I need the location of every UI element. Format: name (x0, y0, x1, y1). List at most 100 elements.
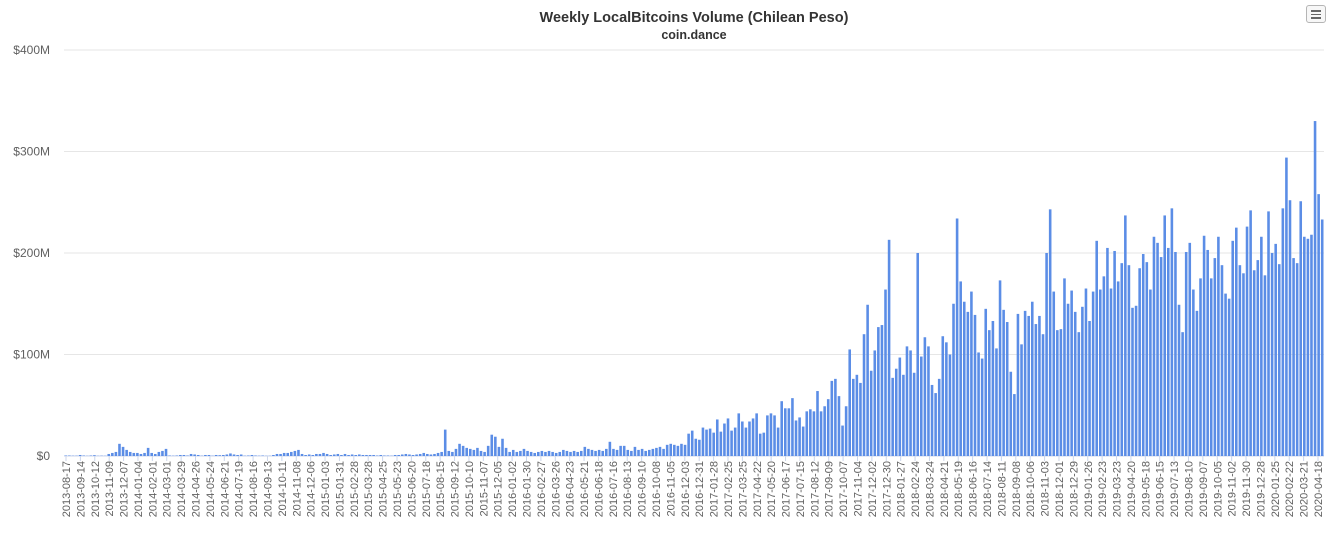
bar[interactable] (662, 449, 665, 456)
bar[interactable] (1063, 278, 1066, 456)
bar[interactable] (1310, 235, 1313, 456)
bar[interactable] (1239, 265, 1242, 456)
bar[interactable] (440, 452, 443, 456)
bar[interactable] (945, 342, 948, 456)
bar[interactable] (376, 455, 379, 456)
bar[interactable] (430, 454, 433, 456)
bar[interactable] (215, 455, 218, 456)
bar[interactable] (308, 454, 311, 456)
bar[interactable] (1217, 237, 1220, 456)
bar[interactable] (805, 411, 808, 456)
bar[interactable] (1274, 244, 1277, 456)
bar[interactable] (358, 454, 361, 456)
bar[interactable] (977, 352, 980, 456)
bar[interactable] (168, 455, 171, 456)
bar[interactable] (1292, 258, 1295, 456)
bar[interactable] (193, 454, 196, 456)
bar[interactable] (827, 399, 830, 456)
bar[interactable] (337, 454, 340, 456)
bar[interactable] (204, 455, 207, 456)
bar[interactable] (251, 455, 254, 456)
bar[interactable] (752, 418, 755, 456)
bar[interactable] (931, 385, 934, 456)
bar[interactable] (1174, 252, 1177, 456)
bar[interactable] (1035, 324, 1038, 456)
bar[interactable] (1045, 253, 1048, 456)
bar[interactable] (1060, 329, 1063, 456)
bar[interactable] (1146, 262, 1149, 456)
bar[interactable] (372, 455, 375, 456)
bar[interactable] (315, 454, 318, 456)
bar[interactable] (877, 327, 880, 456)
bar[interactable] (186, 455, 189, 456)
bar[interactable] (347, 455, 350, 456)
bar[interactable] (240, 454, 243, 456)
bar[interactable] (161, 451, 164, 456)
bar[interactable] (233, 454, 236, 456)
bar[interactable] (1070, 291, 1073, 456)
bar[interactable] (941, 336, 944, 456)
bar[interactable] (741, 421, 744, 456)
bar[interactable] (1038, 316, 1041, 456)
bar[interactable] (1103, 276, 1106, 456)
bar[interactable] (755, 413, 758, 456)
bar[interactable] (1142, 254, 1145, 456)
bar[interactable] (283, 453, 286, 456)
bar[interactable] (598, 450, 601, 456)
bar[interactable] (1203, 236, 1206, 456)
bar[interactable] (1249, 210, 1252, 456)
bar[interactable] (995, 348, 998, 456)
bar[interactable] (591, 450, 594, 456)
bar[interactable] (770, 413, 773, 456)
bar[interactable] (1013, 394, 1016, 456)
bar[interactable] (870, 371, 873, 456)
bar[interactable] (1002, 310, 1005, 456)
bar[interactable] (702, 428, 705, 456)
bar[interactable] (1210, 278, 1213, 456)
bar[interactable] (652, 449, 655, 456)
bar[interactable] (1049, 209, 1052, 456)
bar[interactable] (544, 452, 547, 456)
bar[interactable] (680, 444, 683, 456)
bar[interactable] (129, 452, 132, 456)
bar[interactable] (140, 454, 143, 456)
bar[interactable] (1178, 305, 1181, 456)
bar[interactable] (1149, 290, 1152, 456)
bar[interactable] (286, 453, 289, 456)
bar[interactable] (458, 444, 461, 456)
bar[interactable] (483, 452, 486, 456)
bar[interactable] (773, 415, 776, 456)
bar[interactable] (115, 452, 118, 456)
bar[interactable] (809, 409, 812, 456)
bar[interactable] (93, 455, 96, 456)
bar[interactable] (498, 447, 501, 456)
bar[interactable] (791, 398, 794, 456)
bar[interactable] (1031, 302, 1034, 456)
bar[interactable] (290, 452, 293, 456)
bar[interactable] (1314, 121, 1317, 456)
bar[interactable] (730, 431, 733, 456)
bar[interactable] (226, 454, 229, 456)
bar[interactable] (329, 455, 332, 456)
bar[interactable] (208, 455, 211, 456)
bar[interactable] (344, 454, 347, 456)
bar[interactable] (175, 455, 178, 456)
bar[interactable] (873, 350, 876, 456)
bar[interactable] (444, 430, 447, 456)
bar[interactable] (748, 421, 751, 456)
bar[interactable] (802, 427, 805, 456)
bar[interactable] (834, 379, 837, 456)
bar[interactable] (902, 375, 905, 456)
bar[interactable] (916, 253, 919, 456)
bar[interactable] (605, 449, 608, 456)
bar[interactable] (1010, 372, 1013, 456)
bar[interactable] (1131, 308, 1134, 456)
bar[interactable] (720, 432, 723, 456)
bar[interactable] (648, 450, 651, 456)
bar[interactable] (1289, 200, 1292, 456)
bar[interactable] (1307, 239, 1310, 456)
bar[interactable] (816, 391, 819, 456)
bar[interactable] (147, 448, 150, 456)
bar[interactable] (340, 455, 343, 456)
bar[interactable] (541, 451, 544, 456)
